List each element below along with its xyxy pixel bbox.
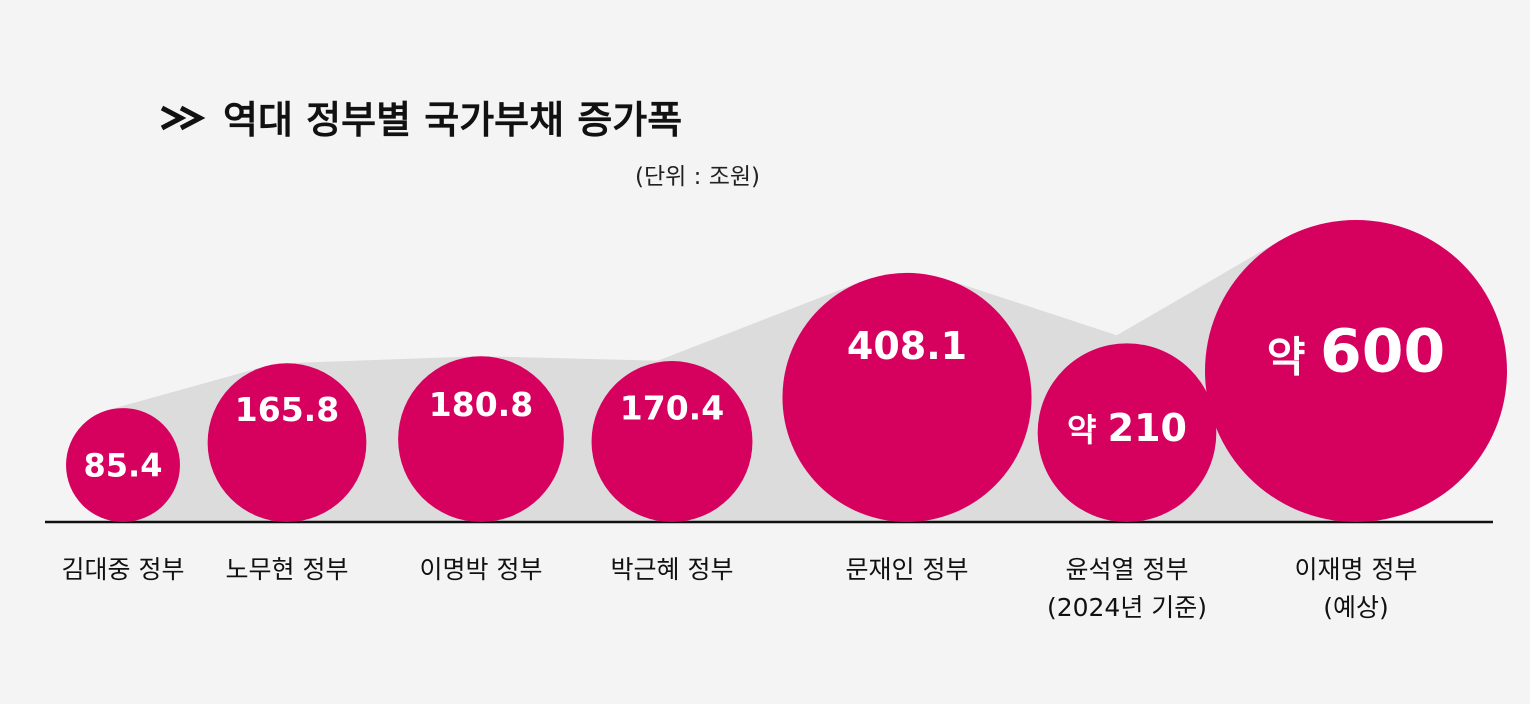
unit-label: (단위 : 조원) [635, 164, 760, 190]
category-label-group: 김대중 정부 노무현 정부 이명박 정부 박근혜 정부 문재인 정부 윤석열 정부 (202… [62, 555, 1418, 622]
value-prefix-7: 약 [1267, 332, 1320, 381]
category-label-7-sub: (예상) [1323, 593, 1389, 622]
bubble-value-label-2: 165.8 [235, 390, 339, 429]
bubble-value-label-5: 408.1 [847, 324, 967, 368]
category-label-6-sub: (2024년 기준) [1047, 593, 1207, 622]
category-label-4: 박근혜 정부 [611, 555, 734, 584]
bubble-4 [591, 361, 753, 522]
value-prefix-6: 약 [1067, 411, 1108, 449]
category-label-7: 이재명 정부 [1295, 555, 1418, 584]
bubble-value-label-3: 180.8 [429, 385, 533, 424]
bubble-3 [398, 356, 564, 522]
bubble-1 [66, 408, 180, 522]
category-label-2: 노무현 정부 [226, 555, 349, 584]
category-label-5: 문재인 정부 [846, 555, 969, 584]
category-label-6: 윤석열 정부 [1066, 555, 1189, 584]
bubble-value-label-7: 약 600 [1267, 316, 1446, 386]
title-block: 역대 정부별 국가부채 증가폭 (단위 : 조원) [160, 98, 760, 190]
bubble-6 [1037, 343, 1217, 522]
bubble-7 [1205, 220, 1507, 522]
bubble-value-label-1: 85.4 [84, 447, 163, 485]
double-chevron-icon [160, 105, 206, 131]
category-label-1: 김대중 정부 [62, 555, 185, 584]
value-number-7: 600 [1320, 316, 1445, 386]
bubble-5 [782, 272, 1032, 522]
bubble-value-label-4: 170.4 [620, 389, 724, 428]
bubble-value-label-6: 약 210 [1067, 406, 1187, 450]
bubble-2 [207, 363, 367, 522]
value-number-6: 210 [1108, 406, 1187, 450]
chart-title: 역대 정부별 국가부채 증가폭 [223, 98, 682, 142]
category-label-3: 이명박 정부 [420, 555, 543, 584]
